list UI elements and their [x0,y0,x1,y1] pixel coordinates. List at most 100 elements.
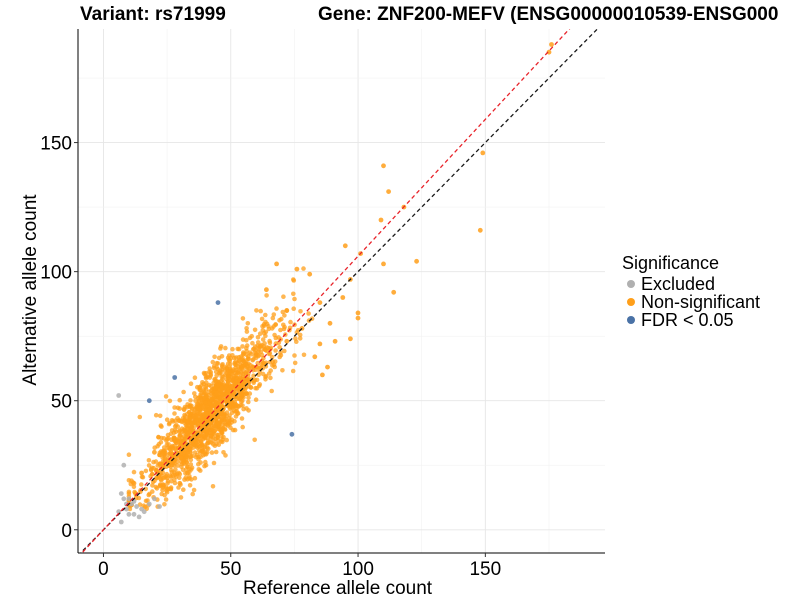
point-non-significant [168,449,174,455]
point-non-significant [217,396,223,402]
fitted-line [80,29,571,553]
point-non-significant [154,467,159,473]
point-non-significant [391,289,397,295]
point-non-significant [291,306,297,312]
gene-title: Gene: ZNF200-MEFV (ENSG00000010539-ENSG0… [318,4,779,25]
point-non-significant [327,320,333,326]
point-non-significant [153,459,159,464]
point-non-significant [317,300,323,305]
point-non-significant [480,150,486,156]
point-non-significant [161,451,166,456]
point-non-significant [181,406,187,412]
point-non-significant [251,346,257,352]
point-non-significant [201,370,207,376]
point-non-significant [196,467,202,472]
point-non-significant [259,352,265,358]
point-non-significant [259,358,265,364]
point-non-significant [281,294,286,300]
point-non-significant [301,352,307,358]
point-non-significant [126,478,132,483]
point-non-significant [218,404,224,410]
legend-key-fdr [627,316,635,324]
legend-item-fdr: FDR < 0.05 [622,311,760,329]
point-non-significant [146,458,152,463]
point-non-significant [203,374,209,379]
point-non-significant [234,402,239,408]
point-non-significant [177,471,183,477]
point-non-significant [172,480,178,486]
point-non-significant [252,437,257,443]
point-non-significant [179,461,185,467]
point-non-significant [199,443,205,448]
point-non-significant [164,486,170,492]
point-non-significant [245,363,250,369]
point-non-significant [164,437,170,442]
legend-key-non-significant [627,298,635,306]
point-non-significant [211,442,216,447]
point-non-significant [199,390,204,396]
point-non-significant [278,352,284,358]
point-non-significant [164,417,170,423]
point-non-significant [189,403,194,409]
point-non-significant [280,368,285,373]
point-non-significant [218,346,223,351]
point-non-significant [230,346,235,352]
point-non-significant [240,337,246,342]
point-non-significant [204,380,209,386]
point-non-significant [219,430,225,436]
point-non-significant [298,309,303,314]
point-non-significant [177,480,183,486]
point-non-significant [203,400,208,406]
point-non-significant [178,455,184,461]
point-non-significant [184,431,189,436]
point-non-significant [268,375,273,381]
point-non-significant [126,452,132,458]
point-non-significant [284,338,290,344]
point-non-significant [158,471,163,476]
point-non-significant [263,312,268,318]
point-non-significant [255,335,261,340]
point-non-significant [348,336,353,342]
point-non-significant [192,475,198,481]
point-non-significant [292,296,297,302]
axes [77,29,605,554]
point-non-significant [173,422,179,428]
point-non-significant [204,428,210,434]
point-non-significant [215,361,221,366]
point-non-significant [174,438,179,444]
point-non-significant [209,450,215,455]
point-non-significant [202,395,207,401]
point-non-significant [131,484,137,490]
point-non-significant [175,405,181,411]
point-non-significant [150,483,155,488]
point-non-significant [163,497,169,502]
point-non-significant [187,427,193,433]
point-non-significant [162,492,167,498]
point-non-significant [220,374,226,379]
point-non-significant [127,506,133,512]
point-non-significant [263,333,268,339]
point-non-significant [342,243,348,249]
point-non-significant [294,266,300,272]
point-excluded [124,506,129,512]
point-non-significant [192,375,198,381]
point-non-significant [301,266,306,271]
point-non-significant [245,321,251,326]
point-non-significant [257,382,263,387]
point-non-significant [250,368,256,373]
point-non-significant [219,385,225,391]
point-non-significant [219,411,224,417]
point-non-significant [246,408,251,413]
point-non-significant [223,345,228,351]
point-non-significant [166,460,171,466]
point-non-significant [264,287,269,293]
point-non-significant [253,397,259,403]
point-non-significant [224,370,230,376]
point-non-significant [236,355,242,360]
point-non-significant [203,459,208,465]
point-non-significant [172,460,177,466]
point-fdr-0-05 [215,300,221,305]
point-non-significant [173,467,178,472]
point-non-significant [176,485,181,490]
